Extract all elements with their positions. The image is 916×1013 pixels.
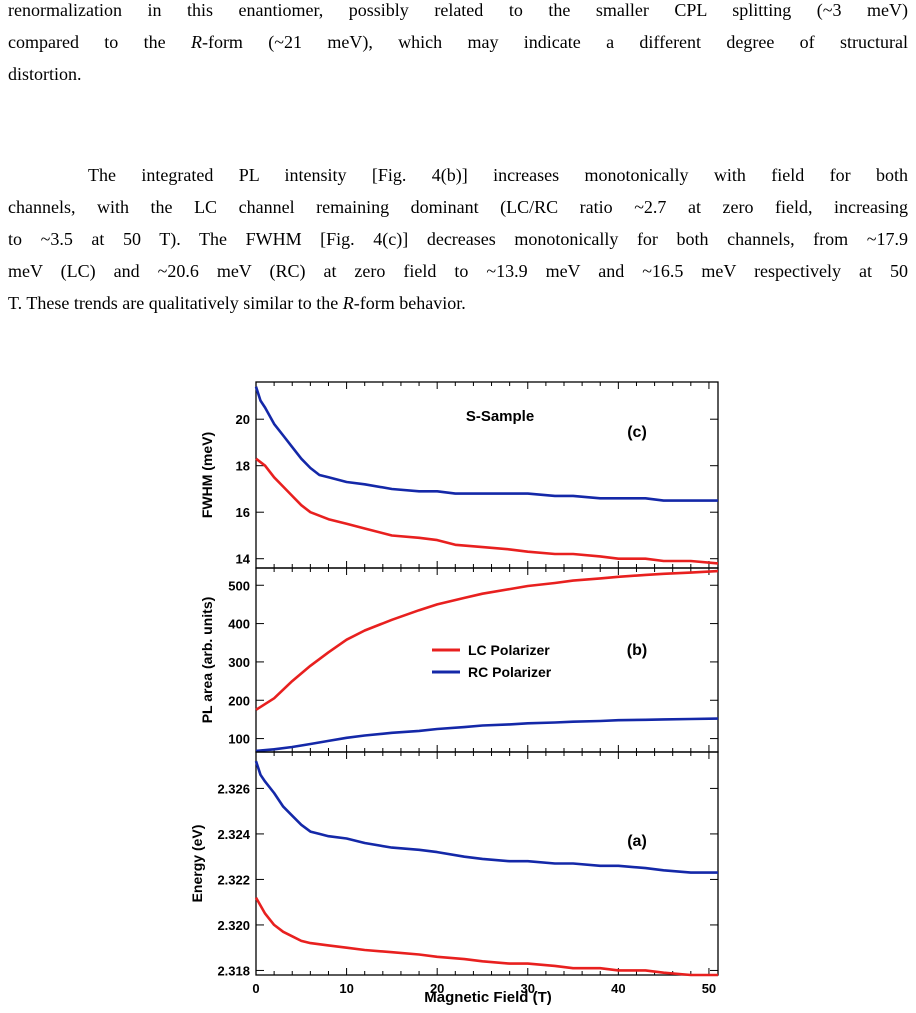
panel-b-pl-area: 100 200 300 400 500 PL area (arb. units) (b) bbox=[199, 567, 719, 753]
panel-label: (c) bbox=[627, 424, 647, 441]
panel-c-fwhm: 14 16 18 20 FWHM (meV) (c) bbox=[199, 381, 719, 569]
y-tick-label: 100 bbox=[228, 732, 250, 747]
series-rc-line bbox=[254, 760, 718, 874]
p2-line-1: The integrated PL intensity [Fig. 4(b)] … bbox=[88, 165, 908, 185]
series-lc-line bbox=[255, 569, 719, 711]
x-tick-label: 40 bbox=[611, 981, 625, 996]
series-lc-line bbox=[254, 896, 718, 977]
legend-lc-label: LC Polarizer bbox=[468, 642, 550, 658]
paragraph-1: renormalization in this enantiomer, poss… bbox=[8, 0, 908, 90]
panel-label: (a) bbox=[627, 833, 647, 850]
p2-line-2: channels, with the LC channel remaining … bbox=[8, 197, 908, 217]
y-axis-label: FWHM (meV) bbox=[199, 432, 215, 518]
y-tick-label: 16 bbox=[236, 505, 250, 520]
y-tick-label: 500 bbox=[228, 578, 250, 593]
y-axis-label: PL area (arb. units) bbox=[199, 597, 215, 724]
x-axis-label: Magnetic Field (T) bbox=[424, 989, 552, 1006]
y-tick-label: 2.318 bbox=[217, 963, 250, 978]
p2-line-3: to ~3.5 at 50 T). The FWHM [Fig. 4(c)] d… bbox=[8, 229, 908, 249]
p1-line-3: distortion. bbox=[8, 64, 82, 84]
y-tick-label: 2.326 bbox=[217, 781, 250, 796]
sample-label: S-Sample bbox=[466, 408, 534, 425]
y-axis-label: Energy (eV) bbox=[189, 825, 205, 903]
legend-rc-label: RC Polarizer bbox=[468, 664, 552, 680]
x-tick-label: 10 bbox=[339, 981, 353, 996]
y-tick-label: 200 bbox=[228, 693, 250, 708]
y-tick-label: 400 bbox=[228, 617, 250, 632]
legend: LC Polarizer RC Polarizer bbox=[432, 642, 552, 680]
y-tick-label: 18 bbox=[236, 459, 250, 474]
plot-frame bbox=[255, 751, 719, 976]
series-rc-line bbox=[254, 386, 718, 502]
x-tick-label: 30 bbox=[521, 981, 535, 996]
panel-a-energy: 2.318 2.320 2.322 2.324 2.326 0 10 20 30 40 50 Ener… bbox=[189, 751, 719, 996]
y-tick-label: 300 bbox=[228, 655, 250, 670]
p2-line-5: T. These trends are qualitatively simila… bbox=[8, 293, 466, 313]
x-tick-label: 0 bbox=[252, 981, 259, 996]
y-tick-label: 2.322 bbox=[217, 872, 250, 887]
p1-line-2: compared to the R-form (~21 meV), which … bbox=[8, 32, 908, 52]
y-tick-label: 2.320 bbox=[217, 918, 250, 933]
p2-line-4: meV (LC) and ~20.6 meV (RC) at zero fiel… bbox=[8, 261, 908, 281]
x-tick-label: 20 bbox=[430, 981, 444, 996]
paragraph-2: The integrated PL intensity [Fig. 4(b)] … bbox=[8, 159, 908, 319]
y-tick-label: 20 bbox=[236, 412, 250, 427]
series-lc-line bbox=[255, 457, 719, 565]
y-tick-label: 2.324 bbox=[217, 827, 250, 842]
y-tick-label: 14 bbox=[236, 552, 251, 567]
series-rc-line bbox=[255, 717, 719, 753]
p1-line-1: renormalization in this enantiomer, poss… bbox=[8, 0, 908, 20]
x-tick-label: 50 bbox=[702, 981, 716, 996]
panel-label: (b) bbox=[627, 642, 647, 659]
